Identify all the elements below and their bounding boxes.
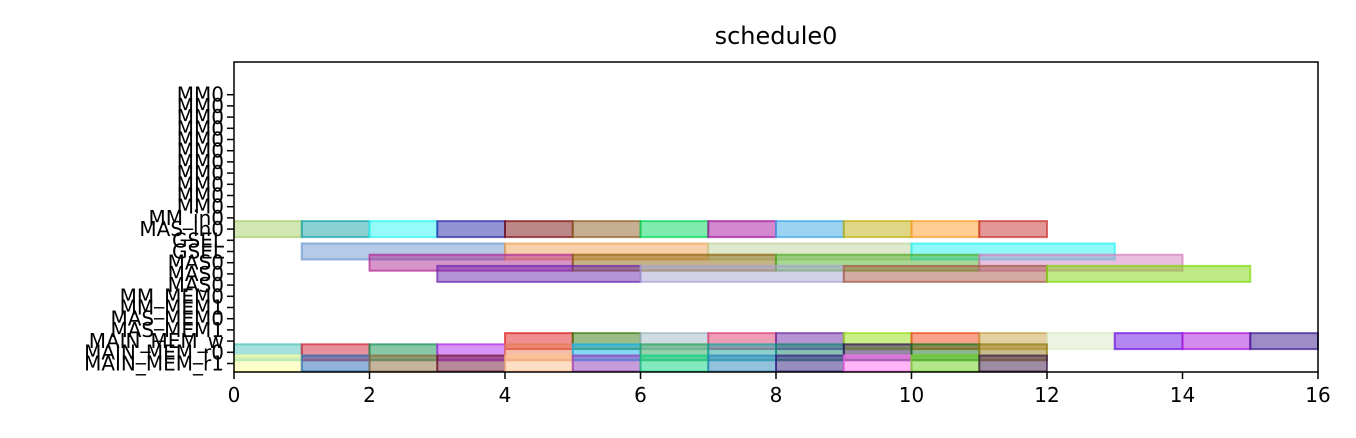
bar-23	[1046, 264, 1252, 283]
bar-1	[300, 220, 371, 239]
bars-layer	[233, 220, 1319, 373]
y-tick-label-15: MAS0	[168, 251, 224, 275]
bar-21	[639, 264, 845, 283]
x-tick-label-5: 10	[899, 383, 924, 407]
x-tick-label-7: 14	[1170, 383, 1195, 407]
bar-53	[571, 354, 642, 373]
bar-48	[233, 354, 303, 373]
bar-11	[978, 220, 1048, 239]
bar-9	[842, 220, 913, 239]
x-tick-label-4: 8	[770, 383, 783, 407]
bar-2	[368, 220, 439, 239]
y-tick-label-5: MM0	[177, 139, 224, 163]
x-tick-label-8: 16	[1305, 383, 1330, 407]
y-tick-label-6: MM0	[177, 150, 224, 174]
y-tick-label-11: MM_in0	[149, 206, 224, 230]
bar-57	[842, 354, 913, 373]
y-axis: MM0MM0MM0MM0MM0MM0MM0MM0MM0MM0MM0MM_in0M…	[84, 83, 234, 376]
y-tick-label-22: MAIN_MEM_w	[89, 329, 224, 353]
chart-title: schedule0	[715, 22, 838, 50]
x-axis: 0 2 4 6 8 10 12 14 16	[228, 372, 1331, 407]
y-tick-label-19: MM_MEM1	[120, 296, 224, 320]
y-tick-label-8: MM0	[177, 172, 224, 196]
bar-6	[639, 220, 710, 239]
bar-54	[639, 354, 710, 373]
y-tick-label-17: MAS0	[168, 273, 224, 297]
y-tick-label-23: MAIN_MEM_r0	[84, 340, 224, 364]
bar-52	[504, 354, 574, 373]
bar-33	[1113, 332, 1184, 351]
bar-59	[978, 354, 1048, 373]
x-tick-label-2: 4	[499, 383, 512, 407]
bar-55	[707, 354, 777, 373]
y-tick-label-1: MM0	[177, 94, 224, 118]
bar-51	[436, 354, 506, 373]
y-tick-label-18: MM_MEM0	[120, 284, 224, 308]
y-tick-label-9: MM0	[177, 184, 224, 208]
bar-3	[436, 220, 506, 239]
bar-22	[842, 264, 1048, 283]
y-tick-label-14: GSEL	[172, 240, 225, 264]
y-tick-label-20: MAS_MEM0	[110, 307, 224, 331]
bar-5	[571, 220, 642, 239]
bar-10	[910, 220, 981, 239]
x-tick-label-1: 2	[363, 383, 376, 407]
y-tick-label-13: GSEL	[172, 228, 225, 252]
y-tick-label-4: MM0	[177, 128, 224, 152]
y-tick-label-7: MM0	[177, 161, 224, 185]
plot-frame	[233, 61, 1319, 373]
bar-0	[233, 220, 303, 239]
bar-35	[1249, 332, 1319, 351]
y-tick-label-24: MAIN_MEM_r1	[84, 352, 224, 376]
bar-32	[1046, 332, 1116, 351]
bar-34	[1181, 332, 1252, 351]
bar-4	[504, 220, 574, 239]
x-tick-label-0: 0	[228, 383, 241, 407]
y-tick-label-3: MM0	[177, 116, 224, 140]
bar-56	[775, 354, 845, 373]
y-tick-label-10: MM0	[177, 195, 224, 219]
x-tick-label-3: 6	[634, 383, 647, 407]
y-tick-label-21: MAS_MEM1	[110, 318, 224, 342]
y-tick-label-16: MAS0	[168, 262, 224, 286]
x-tick-label-6: 12	[1034, 383, 1059, 407]
bar-7	[707, 220, 777, 239]
y-tick-label-12: MAS_in0	[139, 217, 224, 241]
bar-8	[775, 220, 845, 239]
y-tick-label-2: MM0	[177, 105, 224, 129]
bar-49	[300, 354, 371, 373]
bar-58	[910, 354, 981, 373]
y-tick-label-0: MM0	[177, 83, 224, 107]
bar-20	[436, 264, 642, 283]
bar-50	[368, 354, 439, 373]
